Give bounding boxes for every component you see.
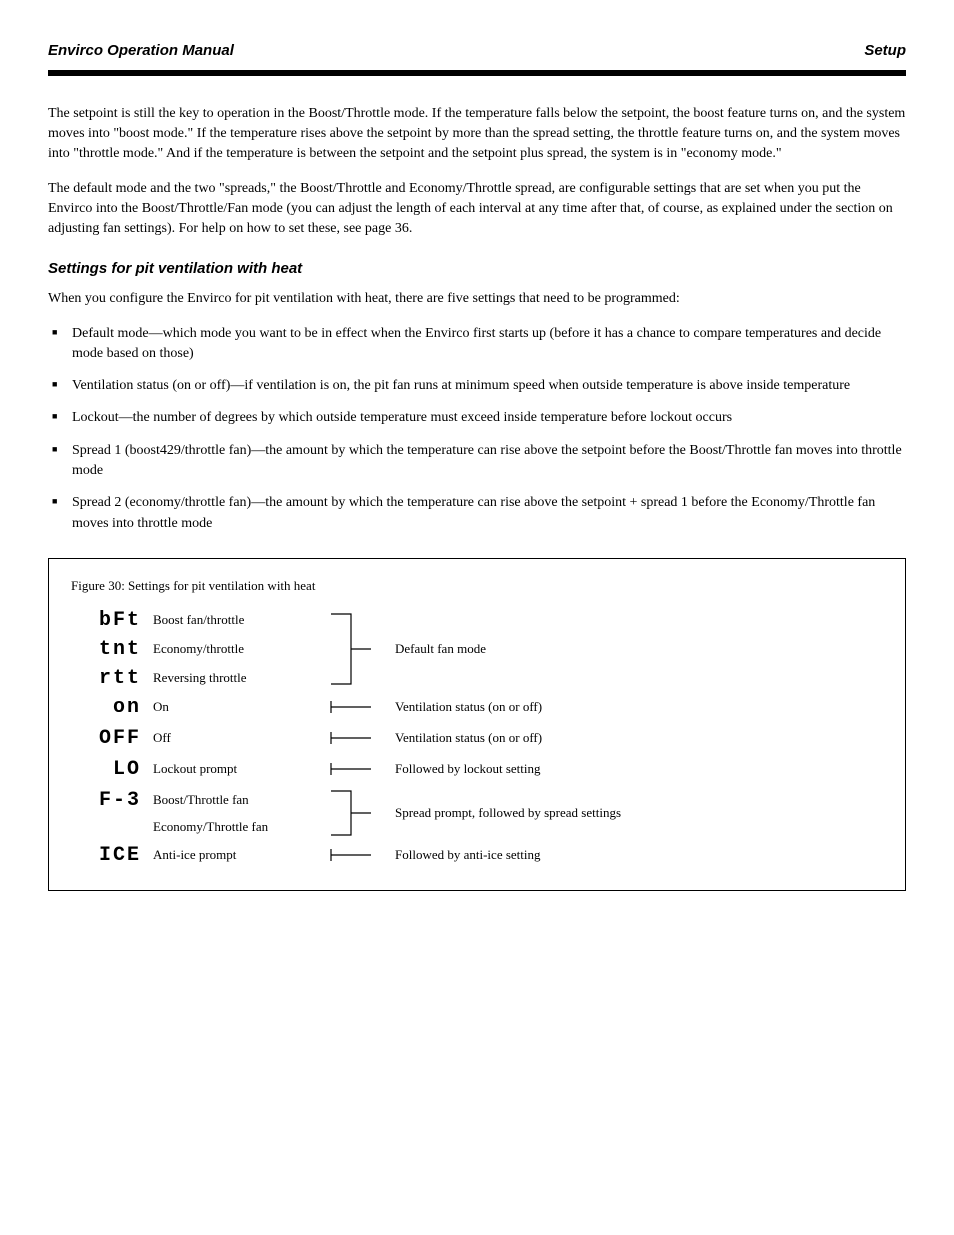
fig-label: Boost fan/throttle bbox=[153, 611, 323, 630]
fig-desc: Default fan mode bbox=[395, 640, 486, 659]
paragraph-2: The default mode and the two "spreads," … bbox=[48, 179, 906, 240]
connector-icon bbox=[323, 759, 383, 779]
connector-icon bbox=[323, 697, 383, 717]
fig-label: Economy/throttle bbox=[153, 640, 323, 659]
fig-desc: Ventilation status (on or off) bbox=[395, 698, 542, 717]
figure-group-default-mode: bFt Boost fan/throttle tnt Economy/throt… bbox=[71, 606, 883, 693]
figure-row: OFF Off Ventilation status (on or off) bbox=[71, 724, 883, 753]
fig-desc: Followed by lockout setting bbox=[395, 760, 541, 779]
figure-box: Figure 30: Settings for pit ventilation … bbox=[48, 558, 906, 891]
bracket-icon bbox=[323, 610, 383, 688]
fig-label: On bbox=[153, 698, 323, 717]
figure-title: Figure 30: Settings for pit ventilation … bbox=[71, 577, 883, 596]
seg-display: bFt bbox=[71, 606, 141, 635]
connector-icon bbox=[323, 845, 383, 865]
figure-group-spread: F-3 Boost/Throttle fan Economy/Throttle … bbox=[71, 786, 883, 841]
connector-icon bbox=[323, 728, 383, 748]
figure-row: LO Lockout prompt Followed by lockout se… bbox=[71, 755, 883, 784]
seg-display: ICE bbox=[71, 841, 141, 870]
fig-label: Anti-ice prompt bbox=[153, 846, 323, 865]
seg-display: tnt bbox=[71, 635, 141, 664]
fig-desc: Ventilation status (on or off) bbox=[395, 729, 542, 748]
fig-desc: Followed by anti-ice setting bbox=[395, 846, 541, 865]
seg-display: rtt bbox=[71, 664, 141, 693]
list-item: Spread 2 (economy/throttle fan)—the amou… bbox=[48, 493, 906, 534]
figure-row: on On Ventilation status (on or off) bbox=[71, 693, 883, 722]
fig-label: Lockout prompt bbox=[153, 760, 323, 779]
header-left: Envirco Operation Manual bbox=[48, 40, 234, 62]
header-right: Setup bbox=[864, 40, 906, 62]
fig-label: Reversing throttle bbox=[153, 669, 323, 688]
settings-list: Default mode—which mode you want to be i… bbox=[48, 324, 906, 534]
seg-display: F-3 bbox=[71, 786, 141, 815]
fig-desc: Spread prompt, followed by spread settin… bbox=[395, 804, 621, 823]
fig-label: Off bbox=[153, 729, 323, 748]
header-rule bbox=[48, 70, 906, 76]
section-title: Settings for pit ventilation with heat bbox=[48, 258, 906, 280]
bracket-icon bbox=[323, 787, 383, 839]
paragraph-1: The setpoint is still the key to operati… bbox=[48, 104, 906, 165]
list-item: Ventilation status (on or off)—if ventil… bbox=[48, 376, 906, 396]
fig-label: Boost/Throttle fan bbox=[153, 791, 323, 810]
figure-row: ICE Anti-ice prompt Followed by anti-ice… bbox=[71, 841, 883, 870]
seg-display: LO bbox=[71, 755, 141, 784]
list-item: Default mode—which mode you want to be i… bbox=[48, 324, 906, 365]
list-item: Spread 1 (boost429/throttle fan)—the amo… bbox=[48, 441, 906, 482]
seg-display: on bbox=[71, 693, 141, 722]
list-item: Lockout—the number of degrees by which o… bbox=[48, 408, 906, 428]
section-intro: When you configure the Envirco for pit v… bbox=[48, 289, 906, 309]
seg-display: OFF bbox=[71, 724, 141, 753]
fig-label: Economy/Throttle fan bbox=[153, 818, 323, 837]
